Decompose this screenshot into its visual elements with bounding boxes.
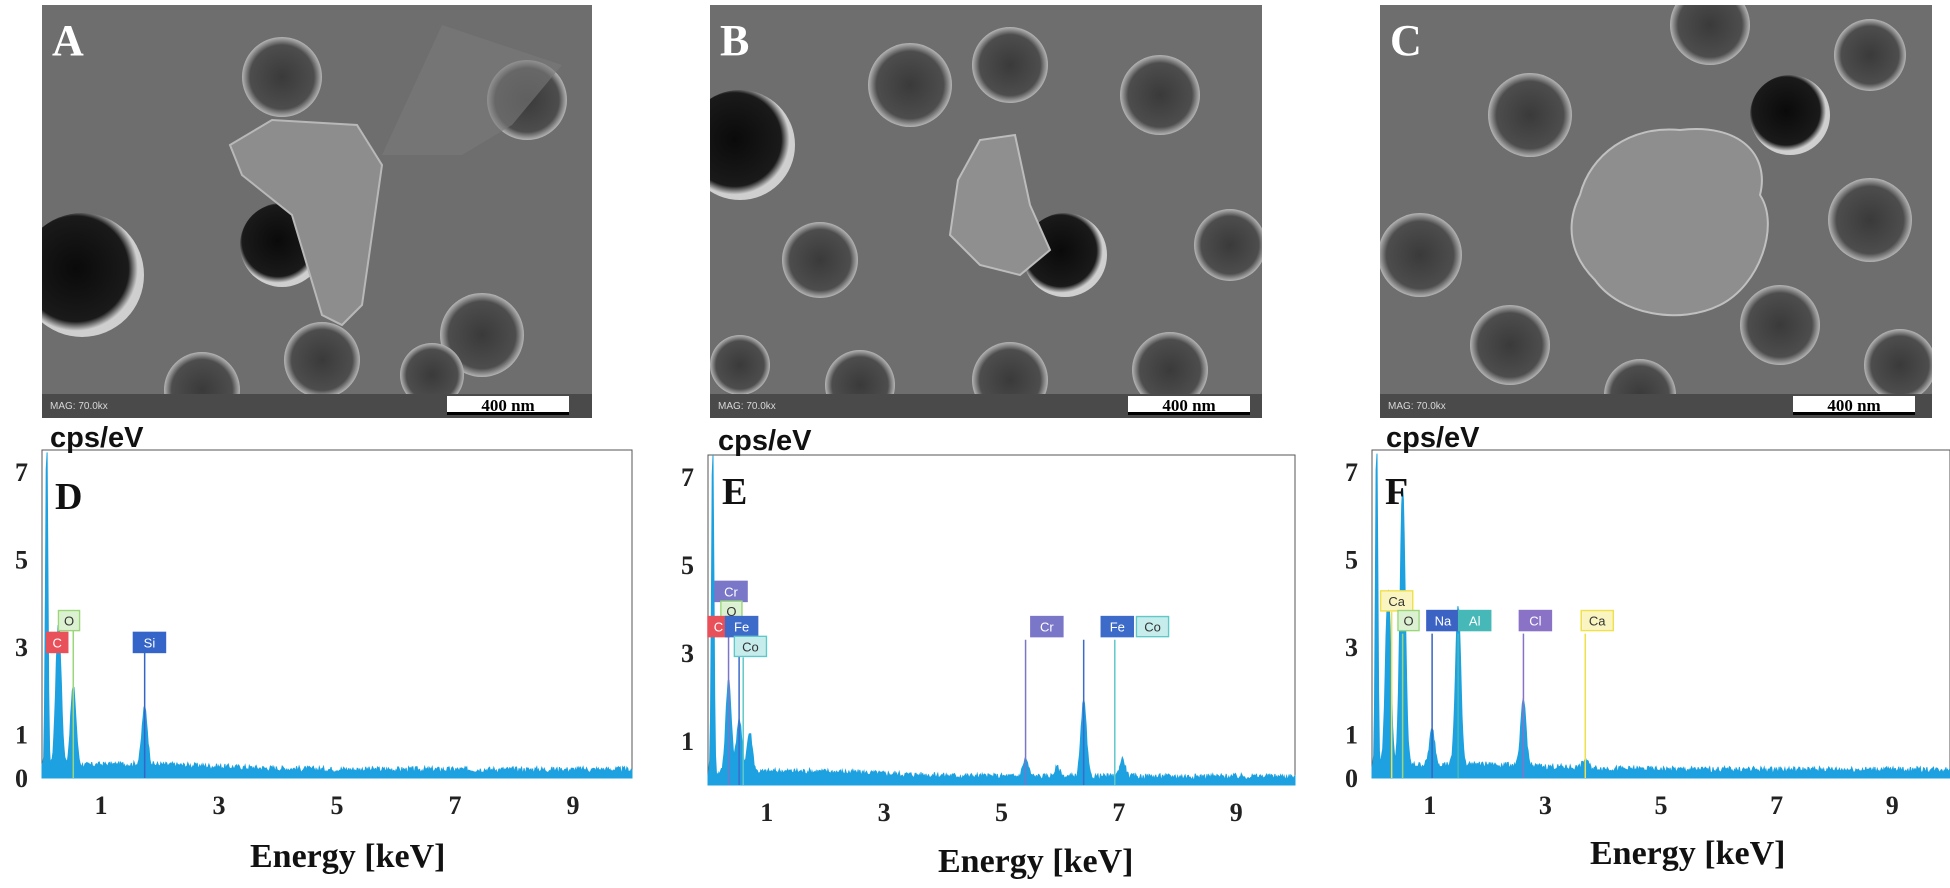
y-tick-label: 3 (681, 639, 694, 668)
x-tick-label: 7 (1770, 791, 1783, 820)
x-tick-label: 9 (1886, 791, 1899, 820)
element-label-al: Al (1457, 609, 1492, 632)
svg-text:Cr: Cr (724, 584, 738, 599)
svg-text:Cl: Cl (1529, 614, 1541, 629)
element-label-cr: Cr (714, 580, 748, 603)
x-tick-label: 1 (95, 791, 108, 820)
element-label-co: Co (733, 635, 768, 658)
element-label-o: O (57, 609, 81, 632)
panel-letter-f: F (1385, 471, 1409, 513)
svg-text:Ca: Ca (1388, 594, 1405, 609)
scale-bar-a: 400 nm (447, 396, 569, 415)
y-tick-label: 1 (681, 727, 694, 756)
svg-text:Si: Si (144, 635, 156, 650)
svg-text:C: C (714, 620, 723, 635)
svg-text:C: C (53, 635, 62, 650)
svg-text:Fe: Fe (734, 620, 749, 635)
element-label-co: Co (1135, 615, 1170, 638)
spectrum-series-e (707, 454, 1296, 786)
element-label-ca: Ca (1580, 609, 1614, 632)
x-tick-label: 9 (567, 791, 580, 820)
magnification-a: MAG: 70.0kx (50, 401, 108, 412)
x-tick-label: 5 (1655, 791, 1668, 820)
y-axis-label-d: cps/eV (50, 422, 144, 454)
y-tick-label: 7 (1345, 458, 1358, 487)
y-tick-label: 0 (1345, 764, 1358, 793)
x-axis-label-f: Energy [keV] (1590, 835, 1786, 872)
sem-image-a: A MAG: 70.0kx 400 nm (42, 5, 592, 418)
y-tick-label: 1 (15, 720, 28, 749)
svg-text:Fe: Fe (1110, 620, 1125, 635)
scale-bar-c: 400 nm (1793, 396, 1915, 415)
x-tick-label: 3 (1539, 791, 1552, 820)
element-label-si: Si (132, 631, 167, 654)
element-label-o: O (1397, 609, 1420, 632)
y-tick-label: 0 (15, 764, 28, 793)
y-axis-label-e: cps/eV (718, 425, 812, 457)
svg-text:O: O (64, 614, 74, 629)
panel-letter-c: C (1390, 16, 1422, 65)
x-tick-label: 1 (1423, 791, 1436, 820)
svg-text:O: O (726, 604, 736, 619)
x-axis-label-d: Energy [keV] (250, 838, 446, 875)
y-tick-label: 7 (15, 458, 28, 487)
magnification-c: MAG: 70.0kx (1388, 401, 1446, 412)
x-tick-label: 5 (331, 791, 344, 820)
y-tick-label: 5 (681, 551, 694, 580)
panel-letter-b: B (720, 16, 750, 65)
y-tick-label: 5 (1345, 545, 1358, 574)
element-label-ca: Ca (1379, 590, 1414, 612)
element-label-c: C (45, 631, 69, 654)
y-tick-label: 7 (681, 463, 694, 492)
x-tick-label: 3 (878, 798, 891, 827)
y-axis-label-f: cps/eV (1386, 422, 1480, 454)
y-tick-label: 3 (1345, 633, 1358, 662)
element-label-fe: Fe (1100, 615, 1135, 638)
x-tick-label: 7 (449, 791, 462, 820)
sem-texture-c (1380, 5, 1932, 418)
spectrum-series-f (1371, 453, 1950, 779)
svg-text:Co: Co (742, 639, 759, 654)
sem-texture-a (42, 25, 567, 418)
y-tick-label: 5 (15, 545, 28, 574)
spectrum-series-d (41, 452, 633, 779)
svg-text:Co: Co (1144, 620, 1161, 635)
sem-texture-b (710, 27, 1262, 418)
svg-text:Cr: Cr (1040, 620, 1054, 635)
element-label-na: Na (1426, 609, 1460, 632)
x-tick-label: 1 (760, 798, 773, 827)
y-tick-label: 3 (15, 633, 28, 662)
element-label-cl: Cl (1518, 609, 1553, 632)
x-tick-label: 9 (1230, 798, 1243, 827)
panel-letter-d: D (55, 476, 83, 518)
element-label-cr: Cr (1030, 615, 1064, 638)
x-axis-label-e: Energy [keV] (938, 843, 1134, 880)
x-tick-label: 5 (995, 798, 1008, 827)
svg-text:O: O (1403, 614, 1413, 629)
magnification-b: MAG: 70.0kx (718, 401, 776, 412)
sem-image-c: C MAG: 70.0kx 400 nm (1380, 5, 1932, 418)
panel-letter-a: A (52, 16, 84, 65)
scale-bar-b: 400 nm (1128, 396, 1250, 415)
element-label-fe: Fe (724, 615, 759, 638)
panel-letter-e: E (722, 471, 748, 513)
x-tick-label: 7 (1112, 798, 1125, 827)
svg-text:Ca: Ca (1589, 614, 1606, 629)
y-tick-label: 1 (1345, 720, 1358, 749)
svg-text:Na: Na (1435, 614, 1452, 629)
svg-text:Al: Al (1469, 614, 1481, 629)
x-tick-label: 3 (213, 791, 226, 820)
sem-image-b: B MAG: 70.0kx 400 nm (710, 5, 1262, 418)
